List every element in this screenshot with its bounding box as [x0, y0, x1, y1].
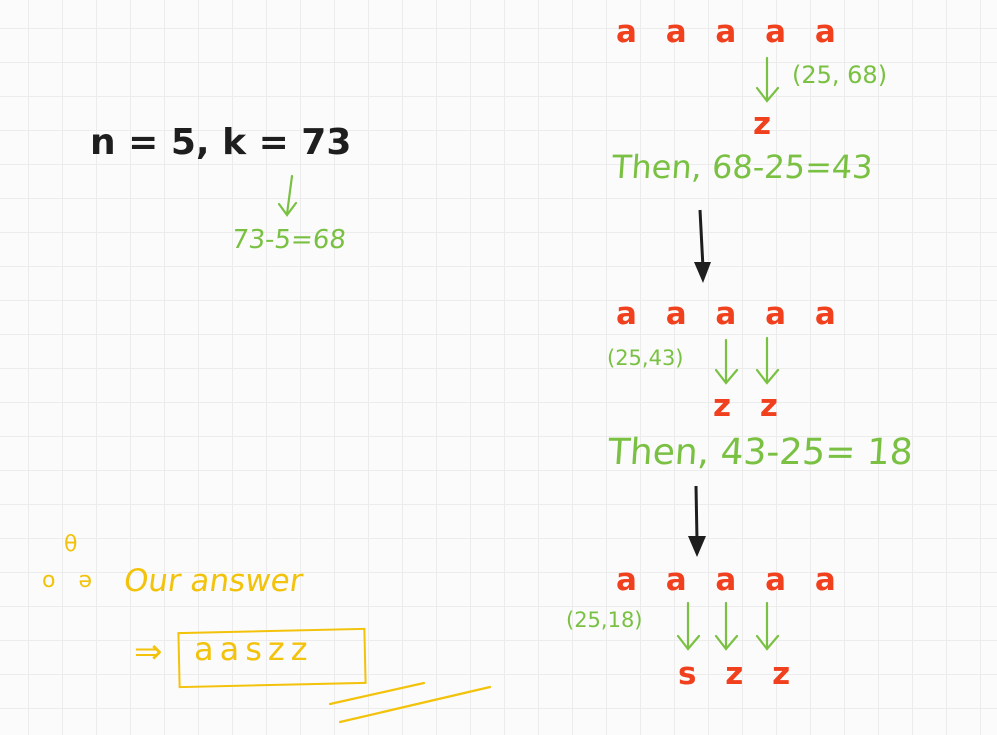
answer-arrow: ⇒: [134, 632, 163, 672]
stage2-pair: (25,43): [607, 346, 684, 370]
answer-value: aaszz: [194, 630, 314, 668]
first-step-arrow: [277, 174, 298, 217]
stage3-pair: (25,18): [566, 608, 643, 632]
answer-underline: [328, 681, 492, 724]
stage1-arrow: [755, 56, 780, 103]
stage1-result: z: [753, 106, 781, 142]
answer-small-mark: θ: [64, 532, 78, 557]
answer-small-marks: o ə: [42, 568, 100, 593]
stage3-result: s z z: [678, 656, 800, 692]
stage3-letters: a a a a a: [616, 562, 845, 598]
down-arrow-2: [688, 485, 706, 557]
down-arrow-1: [694, 209, 711, 283]
stage1-letters: a a a a a: [616, 14, 845, 50]
problem-statement: n = 5, k = 73: [90, 122, 352, 163]
stage2-letters: a a a a a: [616, 296, 845, 332]
stage1-pair: (25, 68): [792, 61, 888, 89]
stage2-result: z z: [713, 388, 787, 424]
stage3-arrows: [676, 601, 780, 651]
stage2-arrows: [714, 336, 780, 385]
